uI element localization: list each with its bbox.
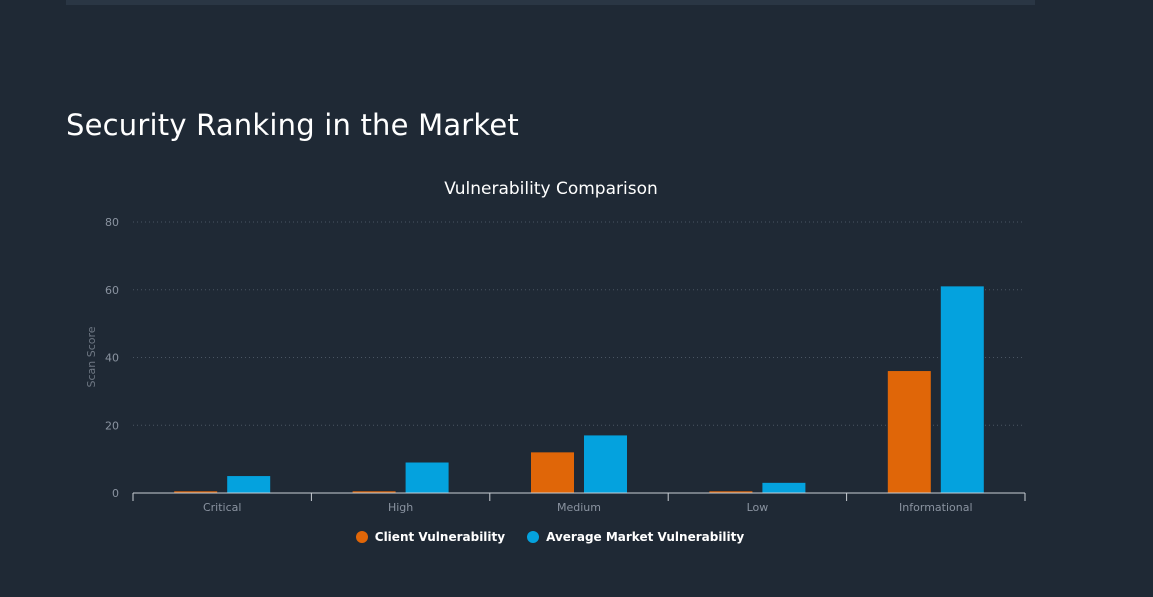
bar-client-informational[interactable] — [887, 371, 931, 493]
bar-client-low[interactable] — [709, 491, 753, 493]
legend-swatch — [355, 531, 368, 543]
bar-market-informational[interactable] — [940, 286, 984, 493]
top-strip — [66, 0, 1035, 5]
y-tick-label: 40 — [105, 352, 119, 365]
chart-legend: Client Vulnerability Average Market Vulne… — [0, 530, 1100, 544]
chart-title: Vulnerability Comparison — [444, 179, 658, 199]
y-tick-label: 60 — [105, 284, 119, 297]
x-tick-label: Informational — [899, 501, 972, 514]
x-tick-label: High — [388, 501, 413, 514]
bar-market-low[interactable] — [762, 482, 806, 493]
page-title: Security Ranking in the Market — [66, 108, 519, 142]
y-tick-label: 80 — [105, 216, 119, 229]
bar-client-critical[interactable] — [174, 491, 218, 493]
legend-label: Client Vulnerability — [374, 530, 506, 544]
y-axis-label: Scan Score — [85, 326, 98, 387]
bar-market-medium[interactable] — [584, 435, 627, 493]
y-tick-label: 0 — [112, 487, 119, 500]
bar-client-high[interactable] — [352, 491, 396, 493]
legend-label: Average Market Vulnerability — [546, 530, 745, 544]
bar-market-critical[interactable] — [227, 476, 271, 493]
y-tick-label: 20 — [105, 419, 119, 432]
legend-swatch — [527, 531, 540, 543]
bar-client-medium[interactable] — [531, 452, 574, 493]
x-tick-label: Low — [747, 501, 769, 514]
x-tick-label: Medium — [557, 501, 601, 514]
x-tick-label: Critical — [203, 501, 241, 514]
legend-item-market[interactable]: Average Market Vulnerability — [527, 530, 744, 544]
bar-market-high[interactable] — [405, 462, 449, 493]
legend-item-client[interactable]: Client Vulnerability — [355, 530, 506, 544]
